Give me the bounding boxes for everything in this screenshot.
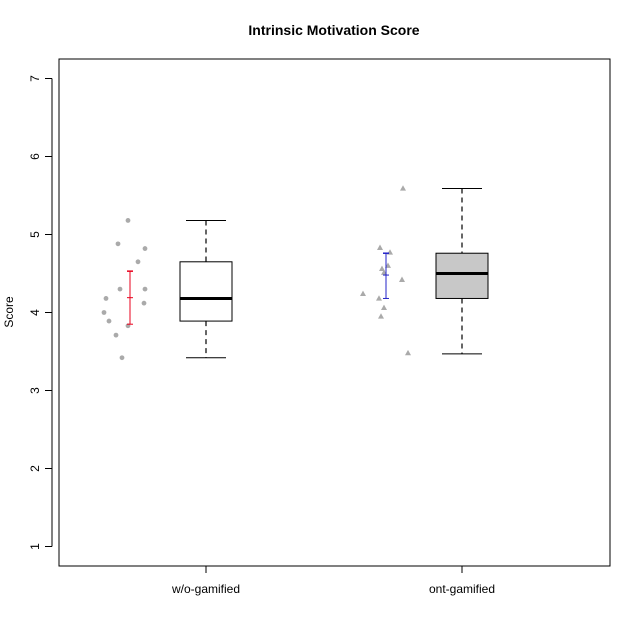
box xyxy=(179,261,233,322)
data-point xyxy=(103,296,109,301)
data-point xyxy=(379,265,385,272)
data-point xyxy=(405,349,411,356)
y-tick-label: 4 xyxy=(28,309,42,316)
data-point xyxy=(378,313,384,319)
data-point xyxy=(376,295,382,301)
data-point xyxy=(135,259,141,265)
y-tick-label: 7 xyxy=(28,75,42,82)
data-point xyxy=(125,218,131,223)
data-point xyxy=(360,290,366,296)
y-axis: 1 2 3 4 5 6 7 xyxy=(28,75,53,550)
data-point xyxy=(101,310,107,315)
data-point xyxy=(117,286,123,292)
group-0 xyxy=(101,218,233,361)
data-point xyxy=(119,355,125,361)
y-tick-label: 5 xyxy=(28,231,42,238)
x-tick-label: ont-gamified xyxy=(429,582,495,596)
group-1 xyxy=(360,185,489,356)
data-point xyxy=(381,304,387,311)
data-point xyxy=(377,244,383,250)
y-tick-label: 1 xyxy=(28,543,42,550)
x-axis: w/o-gamified ont-gamified xyxy=(171,566,495,596)
x-tick-label: w/o-gamified xyxy=(171,582,240,596)
data-point xyxy=(399,276,405,282)
data-point xyxy=(113,332,119,338)
data-point xyxy=(141,300,147,306)
y-tick-label: 3 xyxy=(28,387,42,394)
data-point xyxy=(400,185,406,191)
plot-frame xyxy=(58,58,611,567)
y-axis-label: Score xyxy=(2,296,16,328)
y-tick-label: 2 xyxy=(28,465,42,472)
data-point xyxy=(115,241,121,247)
data-point xyxy=(106,318,112,324)
data-point xyxy=(142,246,148,251)
box xyxy=(435,252,489,299)
chart-title: Intrinsic Motivation Score xyxy=(248,22,419,38)
y-tick-label: 6 xyxy=(28,153,42,160)
data-point xyxy=(142,286,148,292)
plot-area xyxy=(101,185,489,361)
